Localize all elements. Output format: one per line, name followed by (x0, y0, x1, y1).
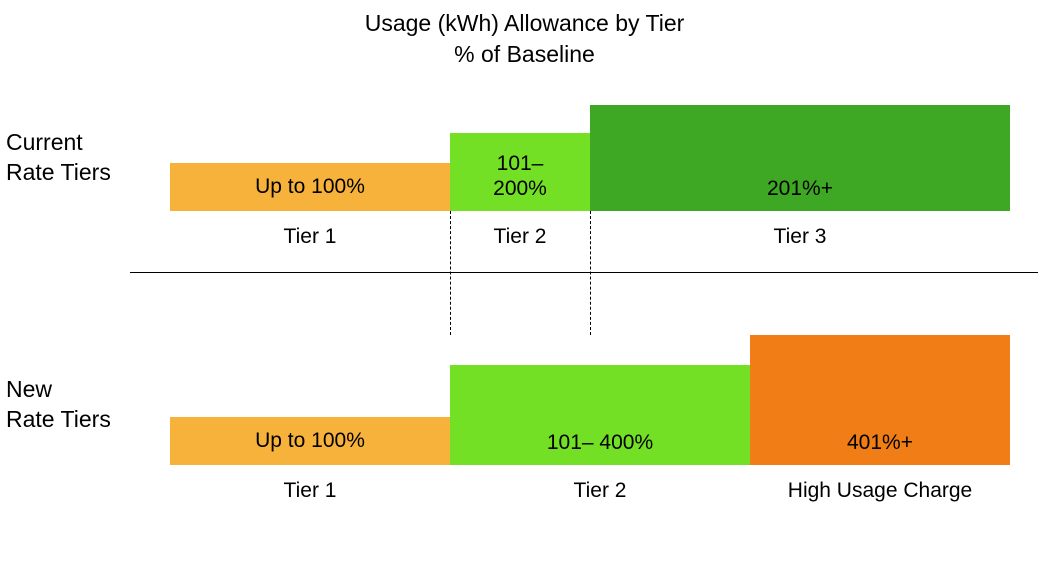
chart-area: Current Rate TiersUp to 100%Tier 1101– 2… (0, 75, 1049, 555)
new-bar-0: Up to 100% (170, 417, 450, 465)
divider-line (130, 272, 1038, 273)
dash-connector-1 (590, 211, 591, 335)
current-bar-2: 201%+ (590, 105, 1010, 211)
current-section-label: Current Rate Tiers (6, 128, 111, 188)
current-tier-label-2: Tier 3 (590, 225, 1010, 249)
new-bar-2: 401%+ (750, 335, 1010, 465)
title-line-1: Usage (kWh) Allowance by Tier (0, 8, 1049, 39)
new-bar-1: 101– 400% (450, 365, 750, 465)
current-tier-label-1: Tier 2 (450, 225, 590, 249)
new-section-label: New Rate Tiers (6, 375, 111, 435)
new-tier-label-1: Tier 2 (450, 479, 750, 503)
title-line-2: % of Baseline (0, 39, 1049, 70)
current-bar-1: 101– 200% (450, 133, 590, 211)
chart-title: Usage (kWh) Allowance by Tier % of Basel… (0, 0, 1049, 70)
new-tier-label-0: Tier 1 (170, 479, 450, 503)
dash-connector-0 (450, 211, 451, 335)
current-tier-label-0: Tier 1 (170, 225, 450, 249)
current-bar-0: Up to 100% (170, 163, 450, 211)
new-tier-label-2: High Usage Charge (750, 479, 1010, 503)
